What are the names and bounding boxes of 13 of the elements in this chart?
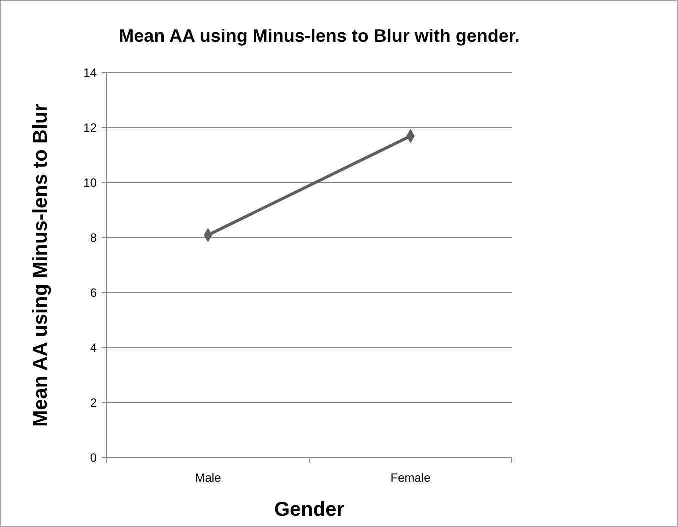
x-axis-title: Gender [274, 499, 345, 521]
y-tick-label: 14 [84, 66, 98, 80]
y-tick-label: 4 [90, 341, 98, 356]
y-tick-label: 2 [90, 396, 98, 410]
y-axis-title: Mean AA using Minus-lens to Blur [30, 104, 52, 427]
x-tick-label: Female [390, 471, 432, 485]
y-tick-label: 6 [90, 286, 98, 300]
y-tick-label: 12 [84, 121, 98, 136]
chart-title: Mean AA using Minus-lens to Blur with gender. [119, 26, 520, 46]
y-tick-label: 10 [84, 176, 98, 190]
y-tick-label: 8 [90, 231, 98, 246]
x-tick-label: Male [195, 471, 222, 485]
y-tick-label: 0 [90, 451, 98, 466]
